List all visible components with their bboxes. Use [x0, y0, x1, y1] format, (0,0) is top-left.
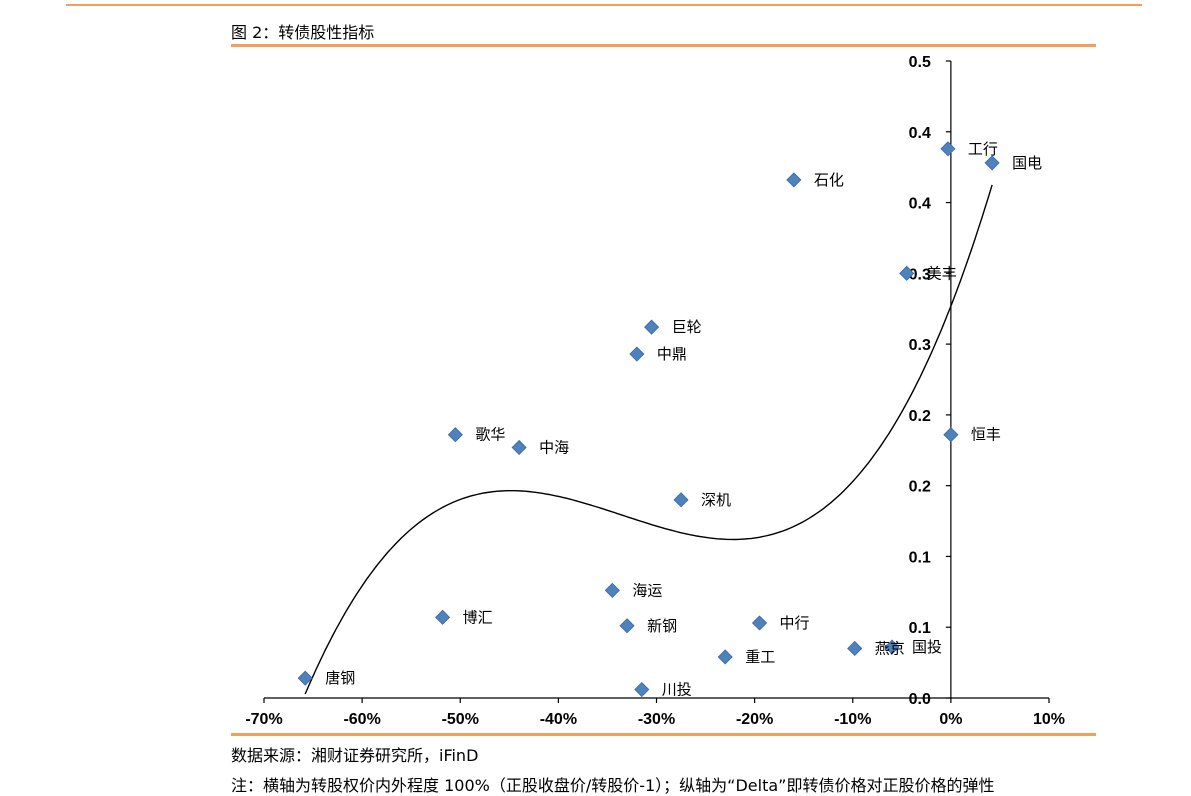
trendline	[304, 184, 993, 695]
data-point-label: 国电	[1012, 154, 1042, 172]
x-tick-label: -70%	[245, 711, 282, 728]
data-point-label: 中行	[780, 614, 810, 632]
data-point-label: 中海	[539, 438, 569, 456]
data-point-label: 重工	[745, 648, 775, 666]
x-tick-label: 0%	[939, 711, 962, 728]
data-point-label: 川投	[662, 681, 692, 699]
y-tick-label: 0.3	[909, 266, 931, 283]
data-point-label: 石化	[814, 171, 844, 189]
data-point	[619, 618, 635, 634]
x-tick-group: -70% -60% -50% -40% -30% -20% -10% 0% 10%	[245, 698, 1065, 728]
y-tick-label: 0.1	[909, 549, 931, 566]
y-tick-label: 0.1	[909, 620, 931, 637]
y-tick-label: 0.0	[909, 691, 931, 708]
data-point	[940, 141, 956, 157]
y-tick-label: 0.2	[909, 408, 931, 425]
note-text: 注：横轴为转股权价内外程度 100%（正股收盘价/转股价-1）；纵轴为“Delt…	[231, 776, 995, 795]
axes	[264, 61, 1049, 699]
data-point	[511, 439, 527, 456]
y-tick-label: 0.3	[909, 337, 931, 354]
figure-title: 图 2：转债股性指标	[231, 23, 375, 42]
data-points	[297, 141, 1000, 698]
data-point	[899, 265, 915, 281]
data-point-label: 新钢	[647, 617, 677, 635]
data-point	[447, 427, 463, 443]
data-point-label: 恒丰	[971, 426, 1001, 444]
data-point	[751, 615, 768, 631]
x-tick-label: 10%	[1033, 711, 1065, 728]
data-point-label: 国投	[912, 638, 942, 656]
x-tick-label: -30%	[638, 711, 675, 728]
data-point	[884, 639, 900, 655]
data-point	[673, 492, 689, 508]
data-point-label: 海运	[632, 581, 662, 599]
y-tick-label: 0.4	[909, 196, 931, 213]
source-text: 数据来源：湘财证券研究所，iFinD	[231, 746, 479, 765]
bottom-rule	[231, 733, 1096, 736]
data-point-label: 歌华	[475, 426, 505, 444]
data-point	[943, 427, 959, 443]
data-point-label: 工行	[968, 140, 998, 158]
data-point-label: 唐钢	[325, 669, 355, 687]
data-point	[644, 319, 660, 335]
data-point	[786, 172, 802, 188]
x-tick-label: -10%	[834, 711, 871, 728]
y-tick-label: 0.2	[909, 479, 931, 496]
data-point	[984, 155, 1000, 171]
y-tick-label: 0.4	[909, 125, 931, 142]
data-point-label: 深机	[701, 491, 731, 509]
data-labels: 工行国电石化美丰巨轮中鼎恒丰 歌华中海深机海运博汇新钢 中行国投燕京重工唐钢川投	[325, 140, 1042, 699]
data-point-label: 燕京	[875, 639, 905, 657]
data-point	[629, 346, 645, 362]
data-point-label: 中鼎	[657, 345, 687, 363]
y-tick-label: 0.5	[909, 54, 931, 71]
data-point	[435, 609, 451, 625]
x-tick-label: -20%	[736, 711, 773, 728]
data-point	[297, 670, 313, 686]
top-rule	[66, 4, 1142, 6]
data-point	[604, 582, 620, 598]
data-point-label: 博汇	[463, 608, 493, 626]
x-tick-label: -40%	[540, 711, 577, 728]
data-point-label: 巨轮	[672, 318, 702, 336]
data-point-label: 美丰	[927, 264, 957, 282]
data-point	[847, 640, 863, 657]
title-rule	[231, 44, 1096, 47]
x-tick-label: -50%	[442, 711, 479, 728]
y-tick-group: 0.0 0.1 0.1 0.2 0.2 0.3 0.3 0.4 0.4 0.5	[909, 54, 951, 708]
x-tick-label: -60%	[343, 711, 380, 728]
data-point	[717, 649, 733, 665]
data-point	[634, 681, 650, 698]
